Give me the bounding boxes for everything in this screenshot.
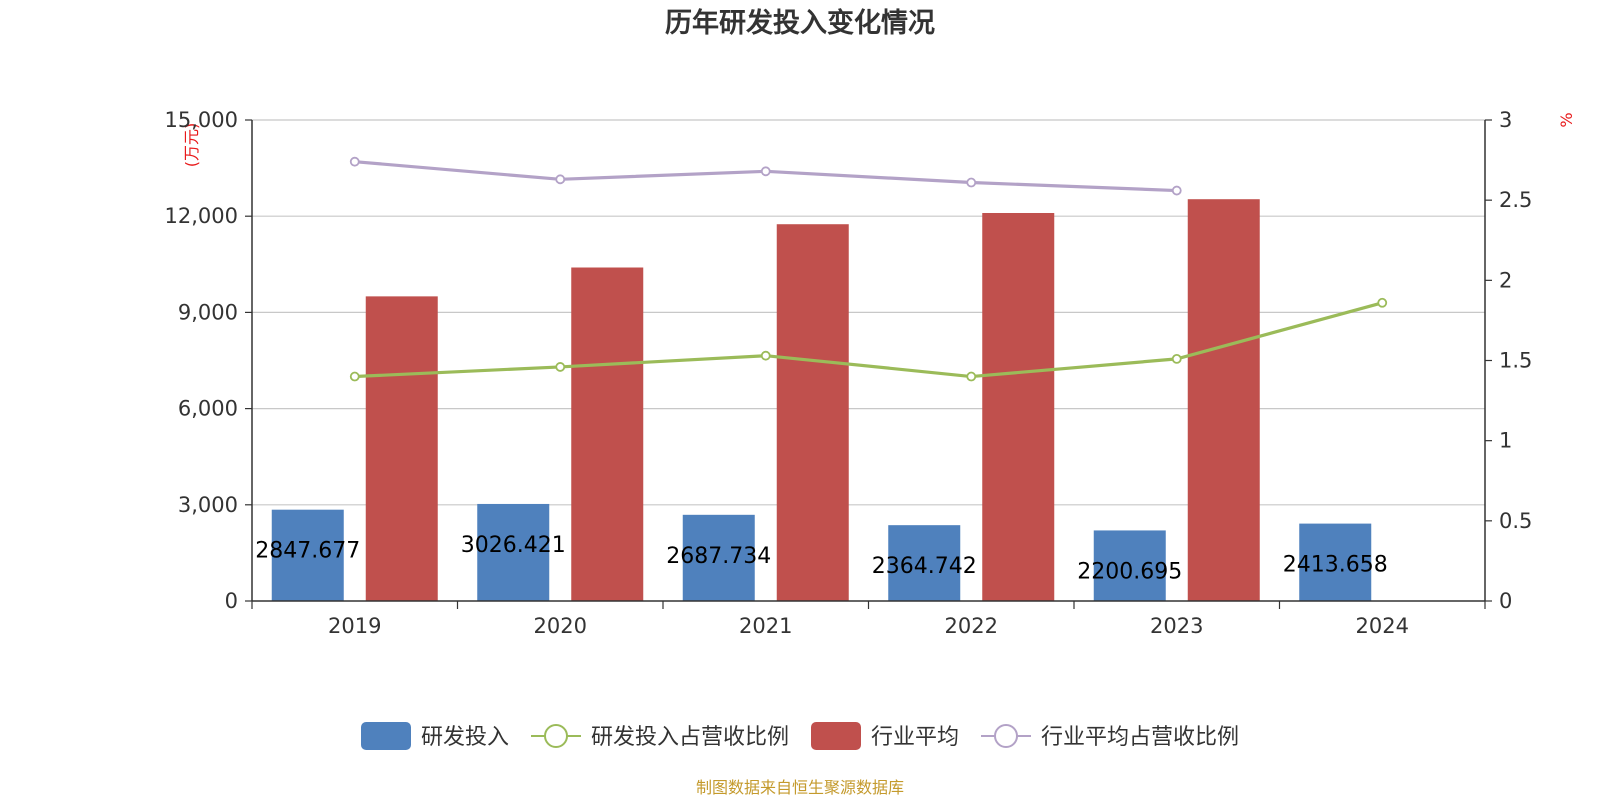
right-axis-tick-label: 2.5	[1499, 188, 1532, 212]
axes: 0 3,000 6,000 9,000 12,000 15,000 0 0.5 1 1.5 2 2.5…	[165, 108, 1533, 638]
left-axis-tick-label: 12,000	[165, 204, 238, 228]
bar-data-label: 2364.742	[872, 554, 977, 579]
line-point	[760, 166, 771, 177]
bar-industry-average	[365, 296, 438, 601]
left-axis-unit: (万元)	[182, 123, 201, 168]
legend: 研发投入 研发投入占营收比例 行业平均 行业平均占营收比例	[361, 722, 1239, 750]
line-point	[1171, 353, 1182, 364]
source-note: 制图数据来自恒生聚源数据库	[696, 778, 904, 797]
left-axis-tick-label: 15,000	[165, 108, 238, 132]
line-point	[966, 371, 977, 382]
bar-industry-average	[1187, 199, 1260, 602]
right-axis-tick-label: 2	[1499, 268, 1512, 292]
bar-data-label: 2687.734	[666, 544, 771, 569]
line-point	[1171, 185, 1182, 196]
legend-label: 行业平均	[871, 725, 959, 750]
bar-rd-investment	[888, 525, 961, 601]
left-axis-tick-label: 0	[225, 589, 238, 613]
bar-rd-investment	[682, 514, 755, 601]
bar-industry-average	[571, 267, 644, 601]
legend-marker	[994, 724, 1018, 748]
line-point	[1377, 297, 1388, 308]
right-axis-tick-label: 3	[1499, 108, 1512, 132]
legend-bar-swatch	[361, 722, 411, 750]
line-point	[349, 371, 360, 382]
x-axis-tick-label: 2023	[1150, 614, 1203, 638]
legend-label: 研发投入占营收比例	[591, 725, 789, 750]
data-labels: 2847.677 3026.421 2687.734 2364.742 2200.695…	[255, 533, 1387, 584]
left-axis-tick-label: 6,000	[178, 397, 238, 421]
x-axis-tick-label: 2021	[739, 614, 792, 638]
x-axis-tick-label: 2022	[945, 614, 998, 638]
line-point	[555, 362, 566, 372]
gridlines	[252, 119, 1485, 506]
line-rd-ratio	[354, 301, 1383, 379]
bar-data-label: 2413.658	[1283, 553, 1388, 578]
bar-rd-investment	[1299, 523, 1372, 601]
legend-label: 研发投入	[421, 725, 509, 750]
x-axis-tick-label: 2024	[1356, 614, 1409, 638]
bar-rd-investment	[1093, 530, 1166, 601]
bar-industry-average	[776, 224, 849, 601]
x-axis-tick-label: 2019	[328, 614, 381, 638]
legend-bar-swatch	[811, 722, 861, 750]
bar-data-label: 3026.421	[461, 533, 566, 558]
right-axis-unit: %	[1557, 112, 1576, 127]
right-axis-tick-label: 1.5	[1499, 349, 1532, 373]
line-point	[555, 174, 566, 185]
left-axis-tick-label: 9,000	[178, 300, 238, 324]
left-axis-tick-label: 3,000	[178, 493, 238, 517]
x-axis-tick-label: 2020	[534, 614, 587, 638]
bars	[271, 199, 1372, 602]
line-point	[966, 177, 977, 188]
right-axis-tick-label: 0	[1499, 589, 1512, 613]
chart-title: 历年研发投入变化情况	[665, 7, 935, 39]
line-point	[349, 156, 360, 167]
bar-data-label: 2847.677	[255, 539, 360, 564]
legend-label: 行业平均占营收比例	[1041, 725, 1239, 750]
bar-data-label: 2200.695	[1077, 559, 1182, 584]
bar-industry-average	[982, 212, 1055, 601]
right-axis-tick-label: 0.5	[1499, 509, 1532, 533]
bar-rd-investment	[477, 503, 550, 601]
bar-rd-investment	[271, 509, 344, 601]
lines	[349, 156, 1388, 382]
right-axis-tick-label: 1	[1499, 429, 1512, 453]
line-point	[760, 350, 771, 361]
legend-marker	[544, 724, 568, 748]
